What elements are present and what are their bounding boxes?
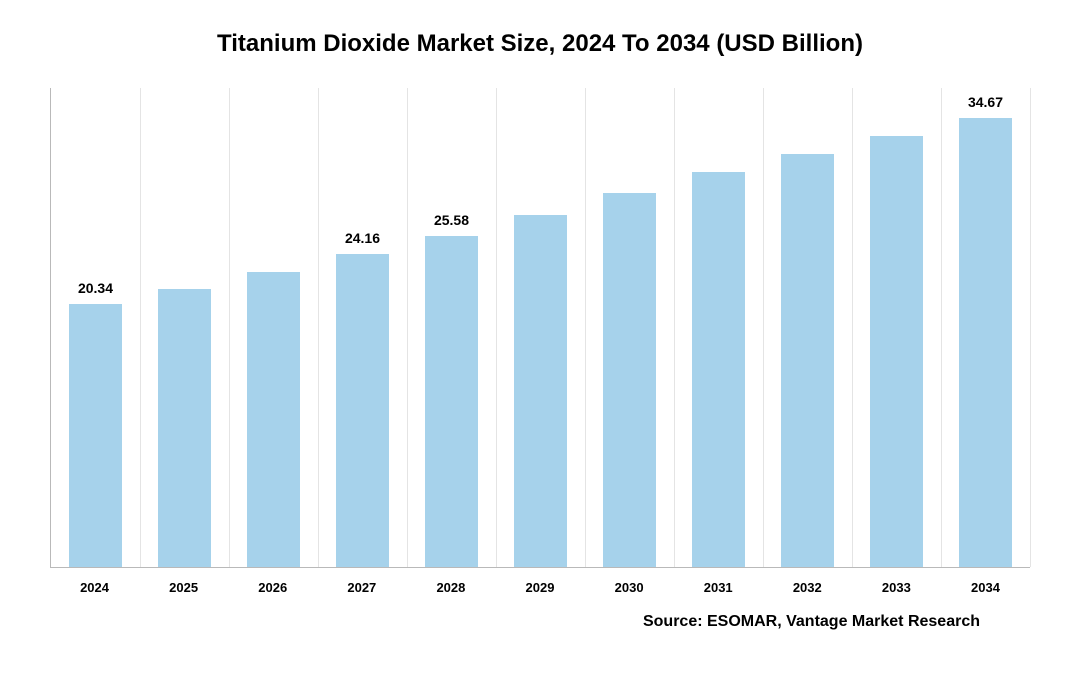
grid-line [941,88,942,567]
bar [158,289,211,567]
bar-slot [852,88,941,567]
x-tick-label: 2027 [317,580,406,595]
bar [425,236,478,567]
grid-line [674,88,675,567]
bar [69,304,122,567]
grid-line [1030,88,1031,567]
bar-slot [674,88,763,567]
bar-slot [496,88,585,567]
x-tick-label: 2034 [941,580,1030,595]
bar [692,172,745,567]
source-attribution: Source: ESOMAR, Vantage Market Research [40,613,1040,631]
bar-slot: 34.67 [941,88,1030,567]
x-tick-label: 2028 [406,580,495,595]
bar-value-label: 34.67 [941,94,1030,110]
bar [514,215,567,567]
bars-layer: 20.34 24.1625.58 34.67 [51,88,1030,567]
bar [603,193,656,567]
x-tick-label: 2031 [674,580,763,595]
bar [336,254,389,567]
bar [781,154,834,567]
grid-line [140,88,141,567]
grid-line [407,88,408,567]
x-tick-label: 2032 [763,580,852,595]
bar-slot: 24.16 [318,88,407,567]
x-tick-label: 2029 [495,580,584,595]
x-tick-label: 2033 [852,580,941,595]
bar-slot [140,88,229,567]
grid-line [496,88,497,567]
x-tick-label: 2030 [585,580,674,595]
x-tick-label: 2024 [50,580,139,595]
bar-value-label: 20.34 [51,280,140,296]
bar [959,118,1012,567]
bar-slot: 20.34 [51,88,140,567]
grid-line [852,88,853,567]
chart-container: Titanium Dioxide Market Size, 2024 To 20… [0,0,1080,700]
plot-area: 20.34 24.1625.58 34.67 [50,88,1030,568]
x-tick-label: 2025 [139,580,228,595]
x-axis: 2024202520262027202820292030203120322033… [50,580,1030,595]
grid-line [585,88,586,567]
bar-value-label: 24.16 [318,230,407,246]
x-tick-label: 2026 [228,580,317,595]
chart-title: Titanium Dioxide Market Size, 2024 To 20… [40,30,1040,58]
grid-line [318,88,319,567]
bar [870,136,923,567]
bar-slot [763,88,852,567]
bar-value-label: 25.58 [407,212,496,228]
bar-slot [229,88,318,567]
bar-slot: 25.58 [407,88,496,567]
grid-line [763,88,764,567]
grid-line [229,88,230,567]
bar-slot [585,88,674,567]
bar [247,272,300,567]
